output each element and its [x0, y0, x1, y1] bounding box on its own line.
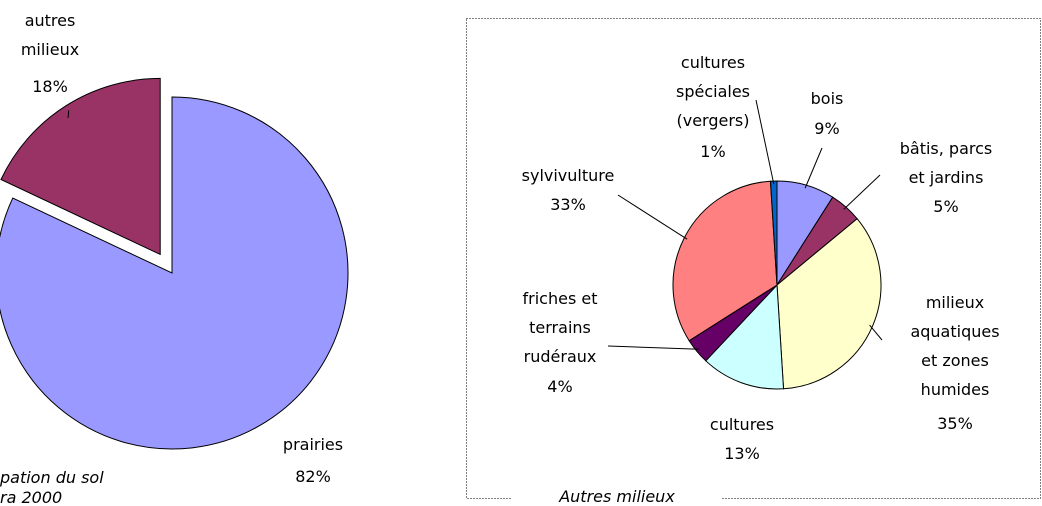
- chart-frame: [466, 18, 1041, 499]
- slice-label: friches et terrains rudéraux: [523, 289, 598, 366]
- chart-title: Autres milieux: [558, 487, 675, 506]
- leader-line: [804, 147, 823, 189]
- slice-label: prairies: [283, 435, 343, 454]
- slice-value-label: 4%: [547, 377, 572, 396]
- slice-value-label: 33%: [550, 195, 586, 214]
- slice-label: autres milieux: [21, 11, 79, 59]
- leader-line: [67, 110, 70, 119]
- slice-label: milieux aquatiques et zones humides: [910, 293, 999, 399]
- slice-value-label: 1%: [700, 142, 725, 161]
- slice-label: cultures: [710, 415, 774, 434]
- slice-value-label: 82%: [295, 467, 331, 486]
- pie-slice: [705, 283, 785, 390]
- pie-slice: [0, 96, 349, 450]
- slice-label: bois: [811, 89, 844, 108]
- chart-title: pation du sol: [0, 468, 104, 487]
- slice-value-label: 9%: [814, 119, 839, 138]
- title-background: [512, 486, 722, 506]
- slice-value-label: 5%: [933, 197, 958, 216]
- slice-label: cultures spéciales (vergers): [676, 53, 750, 130]
- slice-value-label: 35%: [937, 414, 973, 433]
- leader-line: [755, 99, 775, 185]
- chart-subtitle: ra 2000: [0, 488, 62, 506]
- leader-line: [869, 324, 883, 341]
- leader-line: [843, 174, 881, 210]
- pie-slice: [776, 218, 882, 390]
- slice-value-label: 13%: [724, 444, 760, 463]
- slice-value-label: 18%: [32, 77, 68, 96]
- leader-line: [617, 194, 688, 240]
- slice-label: bâtis, parcs et jardins: [900, 139, 993, 187]
- leader-line: [607, 345, 700, 350]
- pie-slice: [0, 77, 161, 256]
- pie-slice: [769, 180, 778, 286]
- slice-label: sylvivulture: [522, 166, 615, 185]
